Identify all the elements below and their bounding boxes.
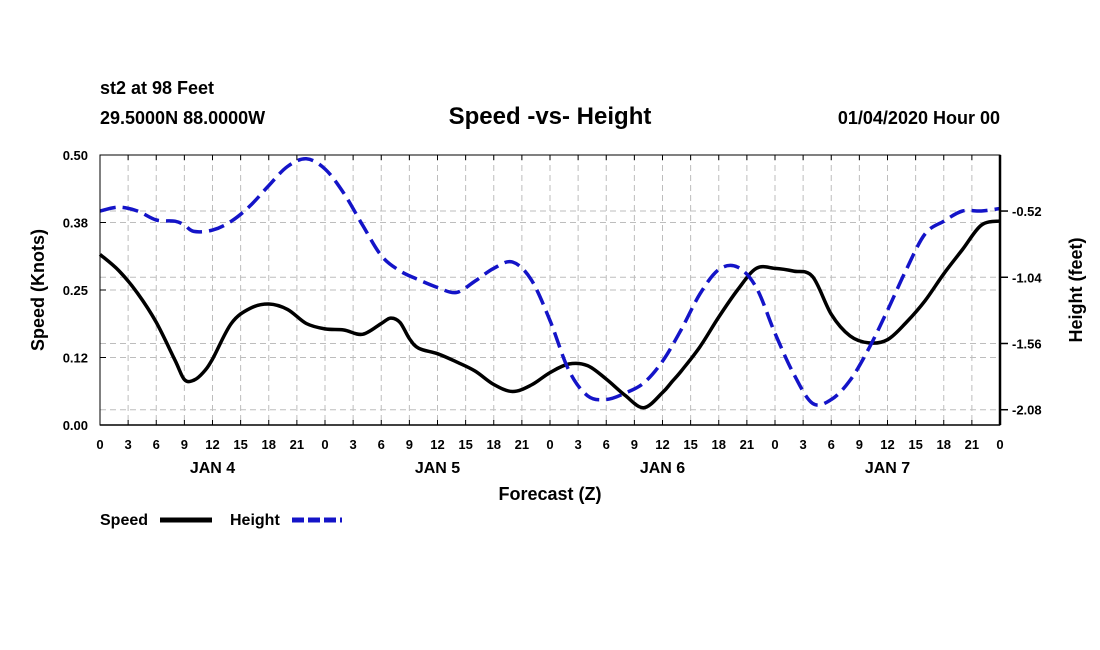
- x-tick-label: 9: [181, 437, 188, 452]
- x-tick-label: 15: [908, 437, 922, 452]
- y-axis-title: Speed (Knots): [28, 229, 48, 351]
- y-tick-label: 0.50: [63, 148, 88, 163]
- x-tick-label: 21: [515, 437, 529, 452]
- x-day-label: JAN 6: [640, 460, 685, 477]
- x-tick-label: 6: [378, 437, 385, 452]
- y2-tick-label: -0.52: [1012, 204, 1042, 219]
- x-day-label: JAN 5: [415, 460, 460, 477]
- y2-tick-label: -2.08: [1012, 403, 1042, 418]
- height-series-line: [99, 157, 1001, 407]
- speed-series-line: [98, 219, 1001, 410]
- y-tick-label: 0.12: [63, 351, 88, 366]
- x-tick-label: 21: [965, 437, 979, 452]
- y-tick-label: 0.00: [63, 418, 88, 433]
- chart-title: Speed -vs- Height: [449, 103, 652, 130]
- legend-height-label: Height: [230, 512, 280, 529]
- x-tick-label: 12: [205, 437, 219, 452]
- x-tick-label: 3: [350, 437, 357, 452]
- x-tick-label: 21: [740, 437, 754, 452]
- x-day-label: JAN 4: [190, 460, 235, 477]
- x-tick-label: 0: [996, 437, 1003, 452]
- x-tick-label: 3: [125, 437, 132, 452]
- x-tick-label: 18: [712, 437, 726, 452]
- x-tick-label: 6: [603, 437, 610, 452]
- x-tick-label: 15: [683, 437, 697, 452]
- y2-axis-title: Height (feet): [1066, 238, 1086, 343]
- forecast-datetime: 01/04/2020 Hour 00: [838, 108, 1000, 128]
- x-day-label: JAN 7: [865, 460, 910, 477]
- series-lines: [98, 157, 1001, 410]
- x-tick-label: 0: [96, 437, 103, 452]
- y-tick-label: 0.38: [63, 216, 88, 231]
- x-tick-label: 0: [546, 437, 553, 452]
- legend: Speed Height: [100, 512, 342, 529]
- y-tick-label: 0.25: [63, 283, 88, 298]
- y2-tick-label: -1.04: [1012, 270, 1042, 285]
- y2-tick-label: -1.56: [1012, 336, 1042, 351]
- location-label: 29.5000N 88.0000W: [100, 108, 265, 128]
- x-tick-label: 12: [430, 437, 444, 452]
- axis-ticks: 0 3 6 9 12 15 18 21 0 3 6 9 12 15 18 21 0 3 6 9 12 15 18 21 0 3 6 9…: [63, 148, 1043, 477]
- x-tick-label: 15: [233, 437, 247, 452]
- x-tick-label: 15: [458, 437, 472, 452]
- x-tick-label: 12: [655, 437, 669, 452]
- x-tick-label: 3: [575, 437, 582, 452]
- x-tick-label: 18: [487, 437, 501, 452]
- x-tick-label: 0: [321, 437, 328, 452]
- x-tick-label: 9: [406, 437, 413, 452]
- x-tick-label: 6: [828, 437, 835, 452]
- legend-speed-label: Speed: [100, 512, 148, 529]
- x-axis-title: Forecast (Z): [498, 484, 601, 504]
- x-tick-label: 12: [880, 437, 894, 452]
- x-tick-label: 0: [771, 437, 778, 452]
- grid-lines: [100, 155, 1000, 425]
- x-tick-label: 18: [937, 437, 951, 452]
- x-tick-label: 21: [290, 437, 304, 452]
- x-tick-label: 18: [262, 437, 276, 452]
- x-tick-label: 9: [856, 437, 863, 452]
- x-tick-label: 9: [631, 437, 638, 452]
- x-tick-label: 6: [153, 437, 160, 452]
- x-tick-label: 3: [800, 437, 807, 452]
- station-label: st2 at 98 Feet: [100, 78, 214, 98]
